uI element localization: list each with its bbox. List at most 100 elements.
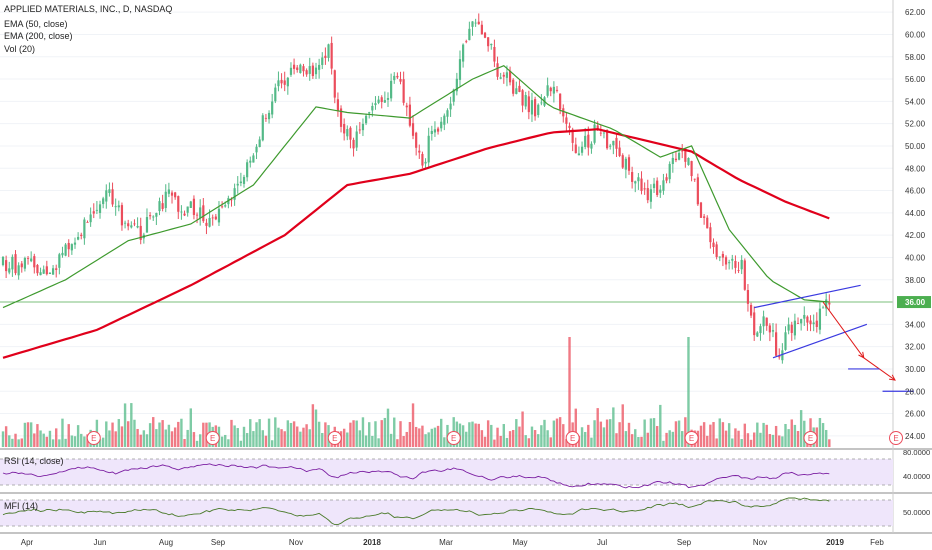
candle-body [771,330,775,332]
volume-bar [602,427,606,447]
candle-body [308,66,311,74]
candle-body [465,41,468,43]
volume-bar [26,422,30,447]
volume-bar [364,435,368,447]
volume-bar [302,427,305,447]
volume-bar [148,423,152,447]
candle-body [277,80,280,87]
candle-body [534,99,537,117]
candle-body [724,257,728,265]
candle-body [174,192,177,198]
volume-bar [621,404,624,447]
price-tick-label: 32.00 [905,343,926,352]
volume-bar [634,429,637,447]
volume-bar [29,422,33,447]
volume-bar [342,428,346,447]
candle-body [221,206,224,208]
volume-bar [396,439,399,447]
candle-body [480,24,483,35]
earnings-marker-label: E [570,434,575,443]
volume-bar [684,417,687,447]
ema50-legend[interactable]: EMA (50, close) [4,19,68,29]
candle-body [164,191,167,209]
volume-bar [652,418,656,447]
volume-bar [828,439,831,447]
volume-bar [518,426,521,447]
volume-bar [67,424,70,447]
volume-bar [51,439,55,447]
candle-body [123,222,127,224]
candle-body [418,150,421,153]
candle-body [5,260,8,272]
volume-bar [731,438,734,447]
volume-bar [170,431,174,447]
volume-bar [361,417,365,447]
volume-bar [245,433,249,447]
volume-bar [36,424,39,447]
candle-body [524,95,527,107]
volume-bar [261,430,264,447]
candle-body [302,66,305,72]
candle-body [687,157,690,165]
candle-body [368,112,371,114]
candle-body [571,129,574,143]
volume-bar [668,430,671,447]
volume-bar [180,418,183,447]
candle-body [712,242,715,248]
candle-body [462,44,465,62]
candle-body [86,222,89,223]
candle-body [167,189,170,194]
candle-body [728,262,731,264]
volume-bar [274,417,277,447]
volume-bar [624,431,628,447]
candle-body [753,312,756,336]
candle-body [183,213,186,216]
candle-body [793,320,796,336]
price-tick-label: 60.00 [905,30,926,39]
volume-bar [192,432,196,447]
candle-body [264,117,268,119]
volume-legend[interactable]: Vol (20) [4,44,36,54]
candle-body [283,80,286,85]
symbol-title[interactable]: APPLIED MATERIALS, INC., D, NASDAQ [4,4,173,14]
earnings-marker-label: E [808,434,813,443]
candle-body [58,254,61,268]
candle-body [643,188,646,190]
volume-bar [14,433,17,447]
candle-body [762,316,765,327]
candle-body [299,64,302,73]
volume-bar [299,431,302,447]
candle-body [446,110,449,117]
volume-bar [161,420,164,447]
candle-body [818,308,822,330]
volume-bar [662,440,665,447]
candle-body [333,70,336,98]
candle-body [208,217,211,227]
mfi-line [2,497,830,526]
candle-body [743,260,746,290]
time-tick-label: Nov [753,538,767,547]
volume-bar [321,432,324,447]
mfi-legend[interactable]: MFI (14) [4,501,39,511]
candle-body [296,67,299,71]
candle-body [699,202,703,218]
volume-bar [233,425,236,447]
price-tick-label: 52.00 [905,120,926,129]
ema200-legend[interactable]: EMA (200, close) [4,31,73,41]
channel-line [772,323,868,359]
candle-body [305,70,308,75]
rsi-legend[interactable]: RSI (14, close) [4,456,64,466]
candle-body [499,77,502,79]
price-tick-label: 48.00 [905,164,926,173]
trendline-drawings [754,284,914,392]
candle-body [668,163,671,180]
candle-body [358,129,361,131]
candle-body [1,256,5,266]
volume-bar [267,418,271,447]
volume-bar [721,422,725,447]
volume-bar [508,431,512,447]
volume-bar [45,436,49,447]
volume-bar [706,435,709,447]
volume-bar [590,437,593,447]
